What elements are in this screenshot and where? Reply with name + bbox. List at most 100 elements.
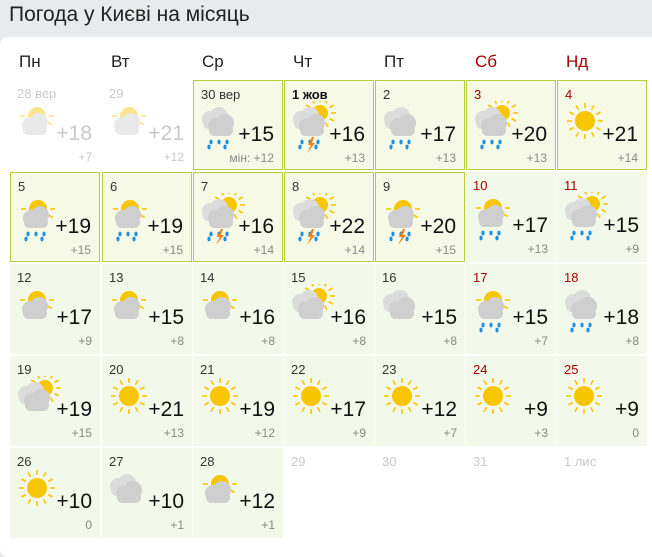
day-cell[interactable]: 20 +21 +13 [102,356,192,446]
day-cell[interactable]: 29 +21 +12 [102,80,192,170]
day-cell[interactable]: 10 +17 +13 [466,172,556,262]
sun-icon [475,378,511,414]
day-cell[interactable]: 14 +16 +8 [193,264,283,354]
max-temp: +9 [615,398,639,421]
max-temp: +15 [603,214,639,237]
day-cell[interactable]: 15 +16 +8 [284,264,374,354]
min-temp: +13 [163,426,184,440]
day-cell[interactable]: 30 вер +15 мін: +12 [193,80,283,170]
day-cell: 29 [284,448,374,538]
day-cell[interactable]: 27 +10 +1 [102,448,192,538]
max-temp: +17 [56,306,92,329]
day-date: 29 [291,454,306,469]
day-cell[interactable]: 28 +12 +1 [193,448,283,538]
day-date: 30 вер [201,87,241,102]
max-temp: +12 [421,398,457,421]
min-temp: +13 [344,151,365,165]
weekday-header: Пт [384,52,405,71]
day-cell[interactable]: 1 жов +16 +13 [284,80,374,170]
min-temp: +14 [617,151,638,165]
day-date: 30 [382,454,397,469]
sun-icon [384,378,420,414]
day-date: 1 лис [564,454,597,469]
day-cell[interactable]: 3 +20 +13 [466,80,556,170]
day-date: 13 [109,270,124,285]
day-date: 29 [109,86,124,101]
sun-top-cloud-icon [112,107,146,135]
day-date: 5 [18,179,26,194]
day-cell[interactable]: 6 +19 +15 [102,172,192,262]
day-cell[interactable]: 7 +16 +14 [193,172,283,262]
day-date: 3 [474,87,482,102]
sun-right-clouds-rain-thunder-icon [293,193,336,245]
day-cell[interactable]: 9 +20 +15 [375,172,465,262]
day-cell[interactable]: 12 +17 +9 [10,264,100,354]
sun-top-cloud-icon [203,291,237,319]
min-temp: +8 [443,334,457,348]
day-cell[interactable]: 22 +17 +9 [284,356,374,446]
day-date: 26 [17,454,32,469]
max-temp: +19 [239,398,275,421]
day-cell[interactable]: 4 +21 +14 [557,80,647,170]
min-temp: +1 [261,518,275,532]
min-temp: +15 [162,243,183,257]
sun-top-cloud-icon [20,107,54,135]
sun-right-clouds-rain-icon [475,101,518,150]
day-date: 11 [564,178,578,193]
day-cell[interactable]: 2 +17 +13 [375,80,465,170]
day-date: 31 [473,454,488,469]
sun-icon [111,378,147,414]
min-temp: 0 [85,518,92,532]
weekday-header: Вт [111,52,130,71]
min-temp: +14 [344,243,365,257]
min-temp: +8 [352,334,366,348]
weekday-header: Сб [475,52,498,71]
day-date: 1 жов [292,87,328,102]
sun-icon [566,378,602,414]
day-date: 18 [564,270,579,285]
day-date: 12 [17,270,32,285]
max-temp: +17 [330,398,366,421]
min-temp: +9 [352,426,366,440]
min-temp: +15 [435,243,456,257]
day-date: 25 [564,362,579,377]
sun-top-cloud-rain-icon [21,200,55,242]
min-temp: +7 [78,150,92,164]
day-date: 14 [200,270,215,285]
weekday-header: Ср [202,52,224,71]
min-temp: +15 [70,243,91,257]
sun-top-cloud-rain-thunder-icon [386,200,420,245]
max-temp: +16 [330,306,366,329]
day-cell[interactable]: 5 +19 +15 [10,172,100,262]
page-title: Погода у Києві на місяць [9,3,250,26]
day-date: 7 [201,179,209,194]
clouds-icon [110,474,142,503]
min-temp: +13 [526,151,547,165]
day-cell[interactable]: 19 +19 +15 [10,356,100,446]
day-cell[interactable]: 16 +15 +8 [375,264,465,354]
day-cell[interactable]: 24 +9 +3 [466,356,556,446]
day-cell[interactable]: 11 +15 +9 [557,172,647,262]
sun-right-clouds-rain-thunder-icon [202,193,245,245]
day-cell[interactable]: 26 +10 0 [10,448,100,538]
day-cell[interactable]: 23 +12 +7 [375,356,465,446]
day-cell[interactable]: 21 +19 +12 [193,356,283,446]
day-cell[interactable]: 13 +15 +8 [102,264,192,354]
day-cell[interactable]: 18 +18 +8 [557,264,647,354]
min-temp: +8 [170,334,184,348]
min-temp: +13 [527,242,548,256]
max-temp: +12 [239,490,275,513]
day-cell[interactable]: 28 вер +18 +7 [10,80,100,170]
day-date: 19 [17,362,32,377]
day-cell[interactable]: 17 +15 +7 [466,264,556,354]
min-temp: +12 [254,426,275,440]
max-temp: +17 [420,123,456,146]
clouds-rain-icon [202,107,234,150]
weekday-header: Пн [19,52,41,71]
day-cell[interactable]: 8 +22 +14 [284,172,374,262]
day-date: 8 [292,179,300,194]
day-cell[interactable]: 25 +9 0 [557,356,647,446]
clouds-icon [383,290,415,319]
min-temp: +8 [261,334,275,348]
day-date: 9 [383,179,391,194]
